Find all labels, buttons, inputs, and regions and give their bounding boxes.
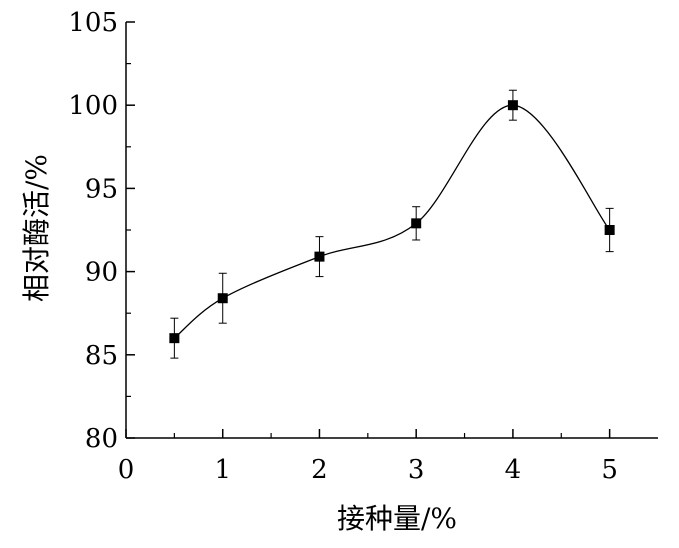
data-point: [217, 293, 228, 304]
data-point: [604, 225, 615, 235]
y-tick-label: 95: [85, 174, 118, 204]
fit-curve: [173, 104, 611, 339]
x-tick-label: 2: [311, 455, 328, 485]
data-point: [411, 218, 422, 229]
data-point: [507, 100, 518, 111]
y-tick-label: 85: [85, 341, 118, 371]
data-markers: [169, 100, 615, 344]
x-tick-label: 3: [408, 455, 425, 485]
data-point: [314, 251, 325, 262]
x-tick-label: 0: [118, 455, 135, 485]
y-axis-label: 相对酶活/%: [20, 154, 53, 302]
x-tick-label: 4: [505, 455, 522, 485]
x-axis-label: 接种量/%: [337, 502, 457, 535]
y-tick-label: 90: [85, 258, 118, 288]
axes: [125, 22, 658, 439]
y-tick-label: 80: [85, 424, 118, 454]
y-tick-label: 100: [68, 91, 118, 121]
y-ticks: 80 85 90 95 100 105: [68, 8, 135, 454]
data-point: [169, 333, 180, 344]
x-tick-label: 1: [214, 455, 231, 485]
x-tick-label: 5: [601, 455, 618, 485]
y-tick-label: 105: [68, 8, 118, 38]
x-ticks: 0 1 2 3 4 5: [118, 429, 618, 485]
